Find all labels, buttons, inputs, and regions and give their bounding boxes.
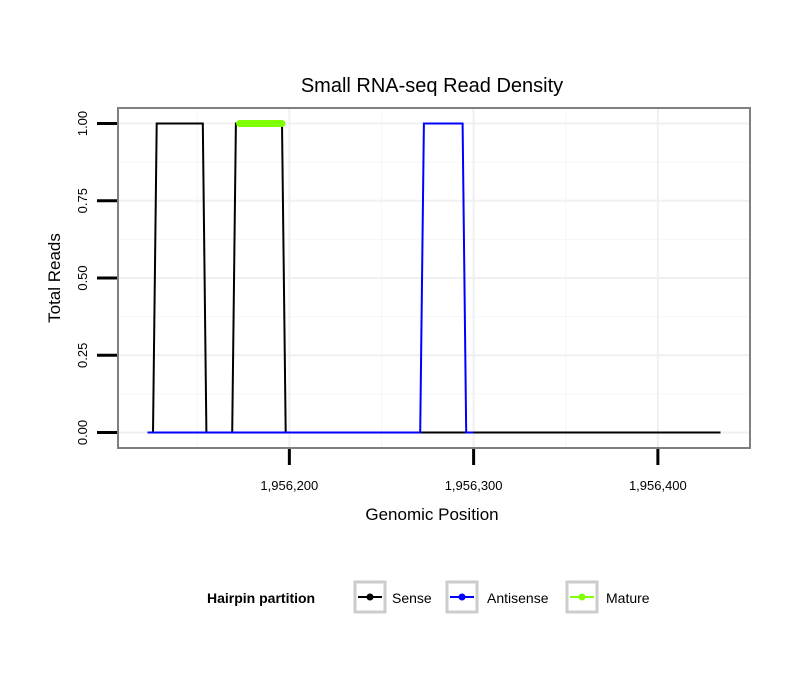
x-tick-label: 1,956,400: [629, 478, 687, 493]
grid-lines: [118, 108, 751, 448]
x-axis: 1,956,200 1,956,300 1,956,400: [260, 449, 687, 493]
y-tick-label: 0.75: [75, 188, 90, 213]
y-tick-label: 0.50: [75, 265, 90, 290]
legend-key-point: [458, 593, 466, 601]
legend: Hairpin partition Sense Antisense Mature: [207, 580, 650, 614]
chart-title: Small RNA-seq Read Density: [301, 75, 563, 97]
panel-border: [117, 107, 751, 449]
y-tick-label: 1.00: [75, 111, 90, 136]
data-series: [147, 120, 721, 434]
legend-key-point: [578, 593, 586, 601]
x-axis-title: Genomic Position: [365, 505, 498, 524]
y-tick-label: 0.00: [75, 420, 90, 445]
legend-key-point: [366, 593, 374, 601]
legend-label-mature: Mature: [606, 590, 650, 606]
legend-title: Hairpin partition: [207, 590, 315, 606]
x-tick-label: 1,956,300: [445, 478, 503, 493]
y-tick-label: 0.25: [75, 343, 90, 368]
legend-label-sense: Sense: [392, 590, 432, 606]
series-line-antisense: [147, 122, 474, 434]
y-axis-title: Total Reads: [45, 233, 64, 323]
legend-label-antisense: Antisense: [487, 590, 549, 606]
x-tick-label: 1,956,200: [260, 478, 318, 493]
y-axis: 0.00 0.25 0.50 0.75 1.00: [75, 111, 117, 445]
panel-frame: [117, 107, 751, 449]
